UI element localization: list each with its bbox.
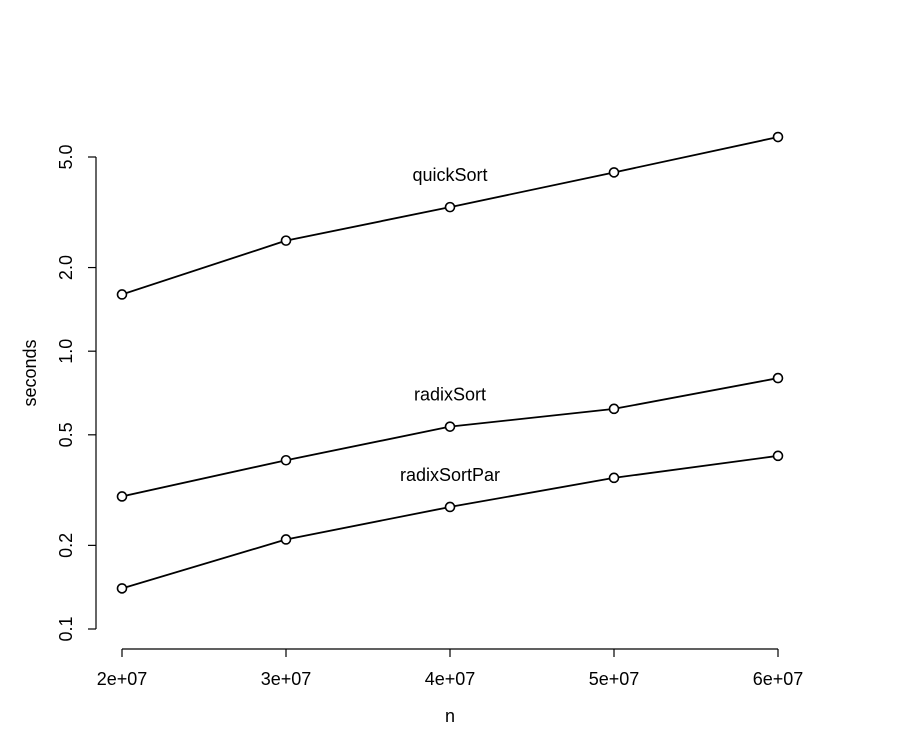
series-line-segment	[290, 207, 446, 241]
data-point	[116, 583, 128, 594]
series-radix-sort-par: radixSortPar	[116, 450, 784, 594]
series-line-segment	[126, 539, 282, 588]
y-tick-label: 1.0	[56, 339, 76, 364]
data-point	[444, 201, 456, 213]
series-line-segment	[290, 506, 446, 540]
series-line-segment	[454, 172, 610, 208]
y-tick-label: 0.2	[56, 533, 76, 558]
series-line-segment	[125, 241, 283, 294]
series-line-segment	[618, 378, 774, 409]
data-point	[444, 421, 456, 432]
x-tick-label: 2e+07	[97, 669, 148, 689]
data-point	[772, 131, 784, 143]
data-point	[280, 454, 292, 466]
x-tick-label: 6e+07	[753, 669, 804, 689]
data-point	[608, 472, 620, 484]
series-line-segment	[618, 455, 774, 479]
y-tick-label: 0.5	[56, 422, 76, 447]
series-label: radixSortPar	[400, 465, 500, 485]
y-axis-ticks: 0.1 0.2 0.5 1.0 2.0 5.0	[56, 144, 96, 642]
series-quick-sort: quickSort	[116, 131, 784, 300]
data-point	[772, 372, 784, 384]
data-point	[608, 403, 620, 415]
series-line-segment	[290, 426, 446, 461]
x-tick-label: 5e+07	[589, 669, 640, 689]
x-axis-ticks: 2e+07 3e+07 4e+07 5e+07 6e+07	[97, 649, 804, 689]
data-point	[444, 501, 456, 513]
x-tick-label: 3e+07	[261, 669, 312, 689]
y-tick-label: 5.0	[56, 144, 76, 169]
series-label: radixSort	[414, 385, 486, 405]
data-point	[116, 289, 128, 300]
y-axis-title: seconds	[20, 339, 40, 406]
series-label: quickSort	[412, 165, 487, 185]
data-point	[280, 534, 292, 545]
series-radix-sort: radixSort	[116, 372, 784, 502]
y-tick-label: 0.1	[56, 616, 76, 641]
data-point	[608, 167, 620, 178]
data-point	[280, 235, 292, 246]
x-axis-title: n	[445, 706, 455, 726]
series-line-segment	[454, 477, 610, 508]
data-point	[772, 450, 784, 462]
plot-area: quickSort radixSort radixSortPar	[116, 131, 784, 594]
x-tick-label: 4e+07	[425, 669, 476, 689]
data-point	[116, 491, 128, 502]
series-line-segment	[126, 460, 282, 497]
series-line-segment	[454, 408, 610, 428]
y-tick-label: 2.0	[56, 255, 76, 280]
series-line-segment	[618, 137, 774, 173]
